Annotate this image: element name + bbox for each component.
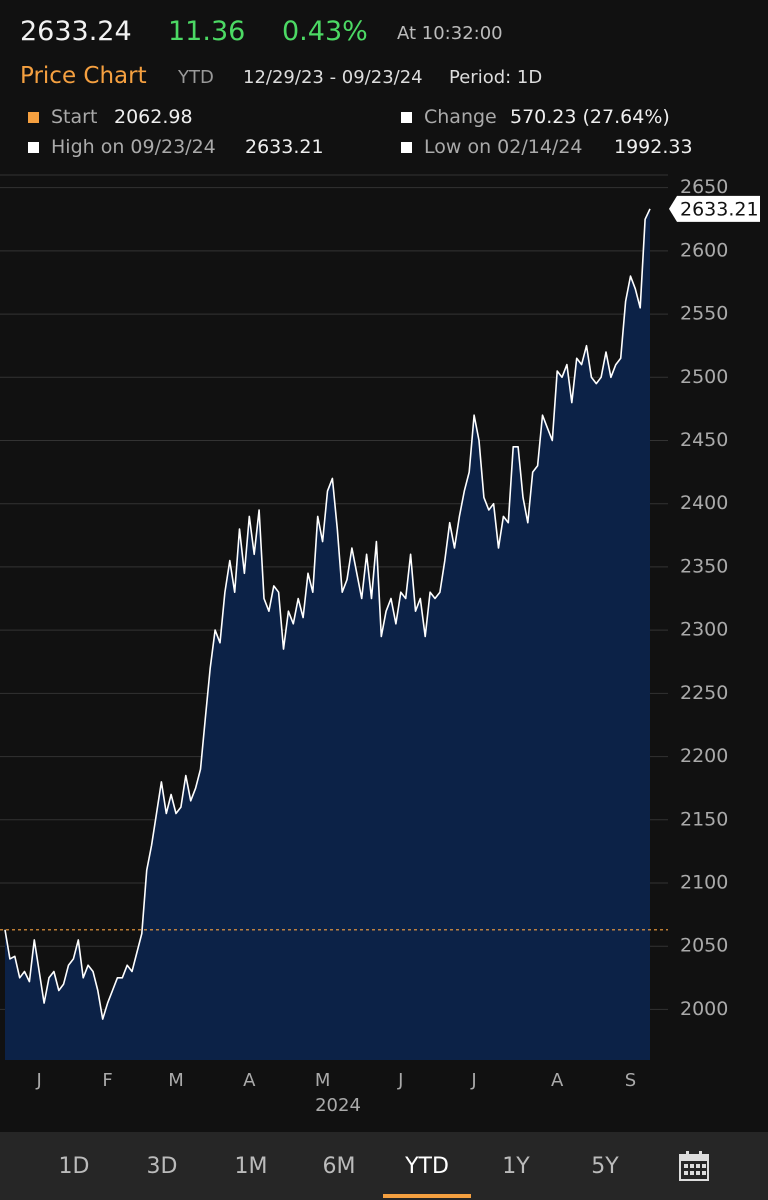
stat-label: Change (424, 106, 497, 128)
line (4, 208, 651, 1020)
y-tick-label: 2350 (680, 555, 728, 577)
tab[interactable]: 3D (146, 1154, 178, 1179)
tab[interactable]: 1Y (502, 1154, 530, 1179)
time: At 10:32:00 (397, 23, 503, 44)
y-tick-label: 2400 (680, 492, 728, 514)
y-tick-label: 2000 (680, 998, 728, 1020)
x-axis-label: 2024 (315, 1095, 361, 1116)
legend-swatch (28, 142, 39, 153)
tab[interactable]: 1D (58, 1154, 90, 1179)
x-tick-label: J (397, 1070, 403, 1091)
y-tick-label: 2450 (680, 429, 728, 451)
chart-title: Price Chart (20, 63, 147, 89)
y-tick-label: 2050 (680, 935, 728, 957)
area (5, 208, 650, 1060)
tab[interactable]: 5Y (591, 1154, 619, 1179)
chart: 2024 2000 2050 2100 2150 2200 2250 2300 2350 240… (0, 174, 760, 1116)
y-tick-label: 2600 (680, 239, 728, 261)
stat-label: High on 09/23/24 (51, 136, 216, 158)
stat-value: 2062.98 (114, 106, 193, 128)
y-tick-label: 2150 (680, 808, 728, 830)
tab[interactable]: 6M (322, 1154, 356, 1179)
y-tick-label: 2200 (680, 745, 728, 767)
legend-swatch (401, 112, 412, 123)
calendar-icon[interactable] (678, 1150, 710, 1182)
stat-value: 1992.33 (614, 136, 693, 158)
y-tick-label: 2100 (680, 872, 728, 894)
x-tick-label: J (470, 1070, 476, 1091)
x-tick-label: J (36, 1070, 42, 1091)
last-value-tag (669, 195, 760, 222)
x-tick-label: F (102, 1070, 112, 1091)
x-tick-label: A (551, 1070, 564, 1091)
x-tick-label: A (243, 1070, 256, 1091)
x-tick-label: M (315, 1070, 331, 1091)
tab[interactable]: 1M (234, 1154, 268, 1179)
legend-swatch (401, 142, 412, 153)
y-tick-label: 2500 (680, 366, 728, 388)
legend-swatch (28, 112, 39, 123)
stat-value: 2633.21 (245, 136, 324, 158)
y-tick-label: 2250 (680, 682, 728, 704)
range: YTD (178, 67, 214, 88)
stat-value: 570.23 (27.64%) (510, 106, 670, 128)
stat-label: Start (51, 106, 98, 128)
dates: 12/29/23 - 09/23/24 (243, 67, 423, 88)
period: Period: 1D (449, 67, 543, 88)
tab[interactable]: YTD (405, 1154, 449, 1179)
y-tick-label: 2650 (680, 176, 728, 198)
change-pct: 0.43% (282, 16, 368, 47)
x-tick-label: S (625, 1070, 636, 1091)
active-tab-underline (383, 1194, 471, 1198)
tab-bar: 1D 3D 1M 6M YTD 1Y 5Y (0, 1132, 768, 1200)
stat-label: Low on 02/14/24 (424, 136, 583, 158)
last-value-label: 2633.21 (680, 198, 759, 220)
change: 11.36 (168, 16, 246, 47)
price: 2633.24 (20, 16, 132, 47)
y-tick-label: 2300 (680, 619, 728, 641)
y-tick-label: 2550 (680, 303, 728, 325)
x-tick-label: M (168, 1070, 184, 1091)
